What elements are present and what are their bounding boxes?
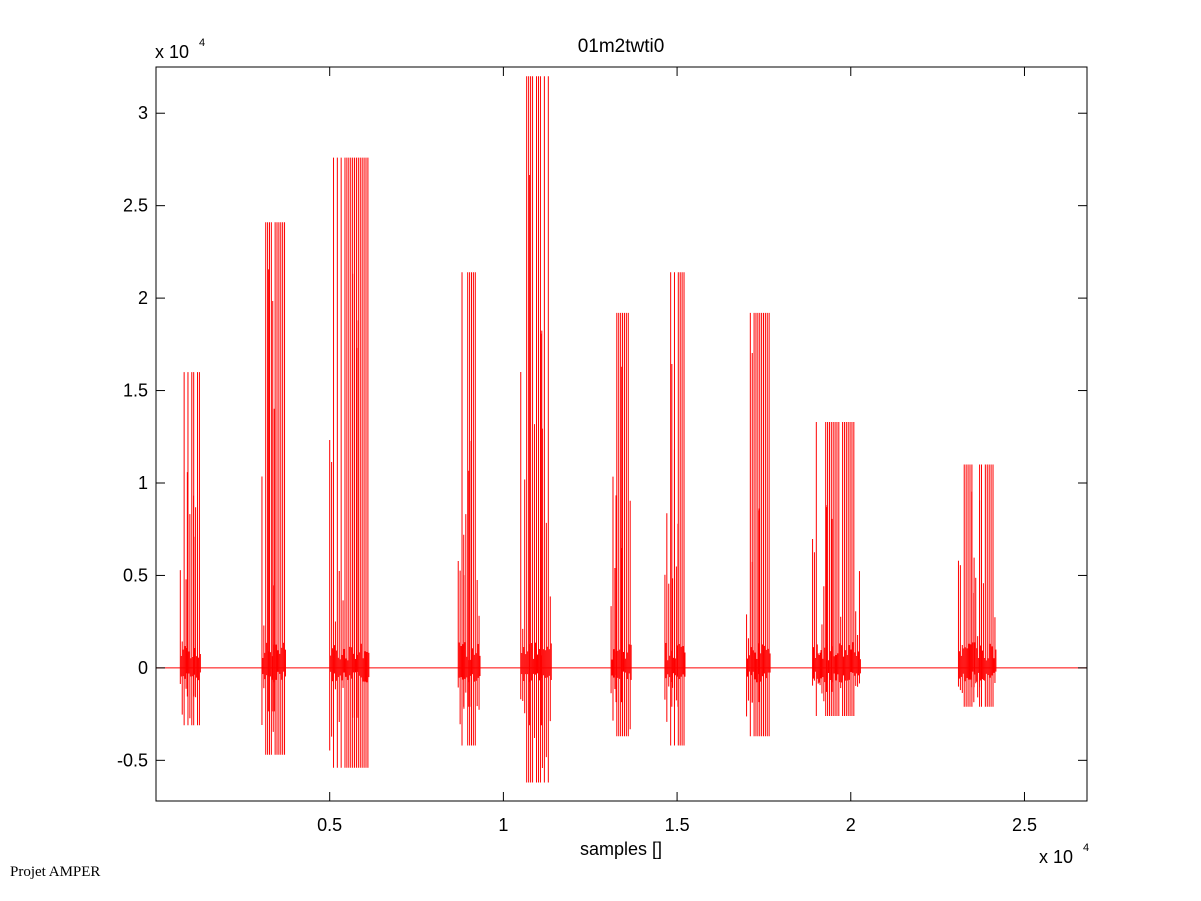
y-tick-label: 1.5	[123, 381, 148, 401]
y-axis-exponent: x 10 4	[155, 37, 205, 62]
y-tick-label: 0.5	[123, 565, 148, 585]
x-axis-exponent: x 10 4	[1039, 842, 1089, 867]
x-exponent-base: x 10	[1039, 847, 1073, 867]
x-tick-label: 0.5	[317, 815, 342, 835]
x-axis-label: samples []	[580, 839, 662, 859]
footer-credit: Projet AMPER	[10, 864, 101, 880]
x-tick-label: 2	[846, 815, 856, 835]
y-tick-label: 1	[138, 473, 148, 493]
y-tick-label: 2	[138, 288, 148, 308]
chart-title: 01m2twti0	[578, 36, 665, 57]
y-exponent-power: 4	[199, 37, 205, 49]
y-tick-label: 3	[138, 103, 148, 123]
x-exponent-power: 4	[1083, 842, 1089, 854]
x-tick-label: 2.5	[1012, 815, 1037, 835]
y-tick-label: -0.5	[117, 750, 148, 770]
x-tick-label: 1	[498, 815, 508, 835]
y-exponent-base: x 10	[155, 42, 189, 62]
x-tick-label: 1.5	[665, 815, 690, 835]
axes-box	[155, 66, 1088, 802]
y-tick-label: 2.5	[123, 196, 148, 216]
y-tick-label: 0	[138, 658, 148, 678]
